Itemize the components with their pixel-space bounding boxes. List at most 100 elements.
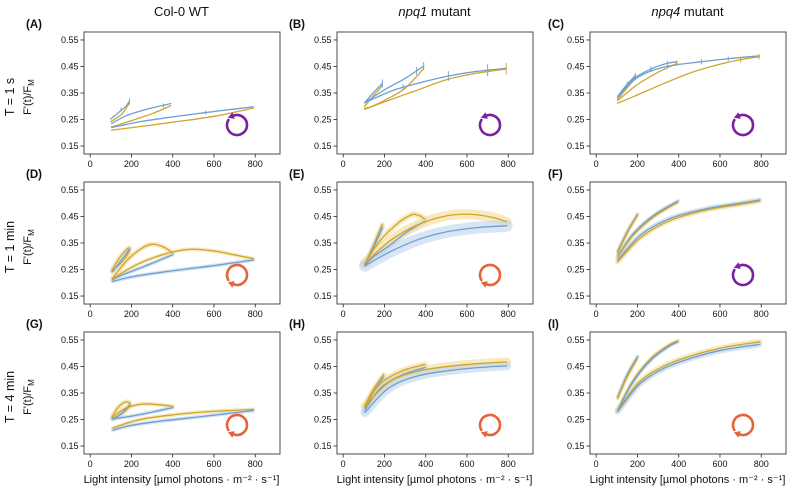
curve-gold	[616, 215, 638, 254]
x-tick-label: 200	[630, 159, 645, 169]
time-label: T = 4 min	[3, 370, 17, 424]
y-tick-label: 0.15	[61, 441, 79, 451]
panel-B: (B) 0 200 400 600 800 0.15 0.25 0.35 0.45 0.55	[289, 19, 546, 172]
plot-D: 0 200 400 600 800 0.15 0.25 0.35 0.45 0.55	[61, 181, 281, 319]
y-tick-label: 0.15	[567, 141, 585, 151]
plot-H: 0 200 400 600 800 0.15 0.25 0.35 0.45 0.55	[314, 331, 534, 469]
curve-gold	[616, 201, 679, 258]
x-tick-label: 0	[88, 159, 93, 169]
x-tick-label: 800	[501, 309, 516, 319]
curve-blue	[111, 406, 174, 420]
x-tick-label: 600	[206, 159, 221, 169]
plot-box	[336, 181, 534, 305]
plot-box	[83, 181, 281, 305]
y-axis-label-main: F'(t)/F	[21, 85, 34, 115]
plot-B: 0 200 400 600 800 0.15 0.25 0.35 0.45 0.55	[314, 31, 534, 169]
x-tick-label: 0	[594, 309, 599, 319]
y-tick-label: 0.15	[314, 141, 332, 151]
curve-gold	[364, 361, 508, 408]
row-t4min: T = 4 min F'(t)/FM (G) 0 200 400 600 800 0.15 0…	[0, 319, 800, 472]
curve-blue	[617, 199, 761, 261]
y-tick-label: 0.45	[314, 211, 332, 221]
x-tick-label: 200	[377, 309, 392, 319]
x-tick-label: 600	[712, 459, 727, 469]
curve-gold	[112, 408, 254, 429]
plot-E: 0 200 400 600 800 0.15 0.25 0.35 0.45 0.55	[314, 181, 534, 319]
curve-blue	[111, 254, 174, 281]
x-tick-label: 400	[165, 159, 180, 169]
y-tick-label: 0.35	[61, 88, 79, 98]
title-rest-part: mutant	[680, 3, 724, 19]
y-tick-label: 0.35	[567, 238, 585, 248]
curve-blue	[110, 100, 131, 120]
plot-A: 0 200 400 600 800 0.15 0.25 0.35 0.45 0.55	[61, 31, 281, 169]
y-tick-label: 0.55	[61, 335, 79, 345]
x-tick-label: 400	[671, 459, 686, 469]
curve-gold	[110, 105, 172, 128]
column-title-npq1: npq1 mutant	[293, 4, 546, 19]
panel-C: (C) 0 200 400 600 800 0.15 0.25 0.35 0.45 0.55	[546, 19, 799, 172]
x-tick-label: 400	[418, 459, 433, 469]
row-t1s: T = 1 s F'(t)/FM (A) 0 200 400 600 800 0.15 0.2…	[0, 19, 800, 172]
curve-blue	[616, 343, 760, 413]
x-tick-label: 800	[248, 159, 263, 169]
column-title-col0-wt: Col-0 WT	[40, 4, 293, 19]
panel-letter: (A)	[26, 19, 42, 31]
x-tick-label: 800	[248, 459, 263, 469]
curve-gold	[110, 102, 131, 123]
y-tick-label: 0.35	[61, 238, 79, 248]
curve-gold	[111, 243, 174, 280]
x-axis-label: Light intensity [µmol photons · m⁻² · s⁻…	[336, 474, 533, 486]
curve-gold	[616, 56, 760, 104]
y-tick-label: 0.15	[567, 291, 585, 301]
loop-direction-arrow-ccw	[225, 113, 249, 137]
title-rest-part: Col-0 WT	[154, 3, 209, 19]
curve-gold	[110, 107, 254, 131]
y-tick-label: 0.45	[61, 211, 79, 221]
x-tick-label: 0	[88, 459, 93, 469]
plot-box	[336, 331, 534, 455]
y-tick-label: 0.25	[61, 265, 79, 275]
y-axis-label-sub: M	[27, 79, 37, 86]
x-tick-label: 800	[501, 159, 516, 169]
y-tick-label: 0.55	[567, 35, 585, 45]
y-tick-label: 0.25	[567, 265, 585, 275]
panel-I: (I) 0 200 400 600 800 0.15 0.25 0.35 0.45 0.55	[546, 319, 799, 472]
curve-blue	[364, 220, 426, 266]
y-tick-label: 0.35	[567, 88, 585, 98]
arrowhead-icon	[733, 262, 741, 269]
panel-letter: (D)	[26, 169, 42, 181]
x-tick-label: 600	[206, 309, 221, 319]
y-tick-label: 0.55	[314, 335, 332, 345]
column-titles-row: Col-0 WT npq1 mutant npq4 mutant	[0, 0, 800, 22]
x-tick-label: 400	[418, 159, 433, 169]
x-tick-label: 400	[671, 309, 686, 319]
plot-G: 0 200 400 600 800 0.15 0.25 0.35 0.45 0.55	[61, 331, 281, 469]
time-label: T = 1 s	[3, 77, 17, 117]
y-tick-label: 0.45	[567, 61, 585, 71]
x-tick-label: 800	[248, 309, 263, 319]
x-tick-label: 200	[630, 459, 645, 469]
x-tick-label: 0	[341, 459, 346, 469]
y-tick-label: 0.25	[314, 415, 332, 425]
loop-direction-arrow-cw	[731, 413, 755, 437]
row-label-t1min: T = 1 min F'(t)/FM	[0, 172, 40, 322]
y-axis-label-main: F'(t)/F	[21, 385, 34, 415]
plot-F: 0 200 400 600 800 0.15 0.25 0.35 0.45 0.55	[567, 181, 787, 319]
y-tick-label: 0.45	[61, 61, 79, 71]
panel-H: (H) 0 200 400 600 800 0.15 0.25 0.35 0.45 0.55	[289, 319, 546, 472]
y-tick-label: 0.25	[567, 415, 585, 425]
time-label: T = 1 min	[3, 220, 17, 274]
x-axis-label: Light intensity [µmol photons · m⁻² · s⁻…	[83, 474, 280, 486]
y-tick-label: 0.55	[567, 335, 585, 345]
y-tick-label: 0.25	[314, 265, 332, 275]
panel-E: (E) 0 200 400 600 800 0.15 0.25 0.35 0.45 0.55	[289, 169, 546, 322]
curve-blue	[364, 365, 508, 414]
x-tick-label: 200	[630, 309, 645, 319]
curve-gold	[364, 213, 508, 264]
x-tick-label: 200	[377, 159, 392, 169]
panel-letter: (I)	[548, 319, 559, 331]
y-tick-label: 0.45	[567, 211, 585, 221]
y-tick-label: 0.55	[314, 185, 332, 195]
